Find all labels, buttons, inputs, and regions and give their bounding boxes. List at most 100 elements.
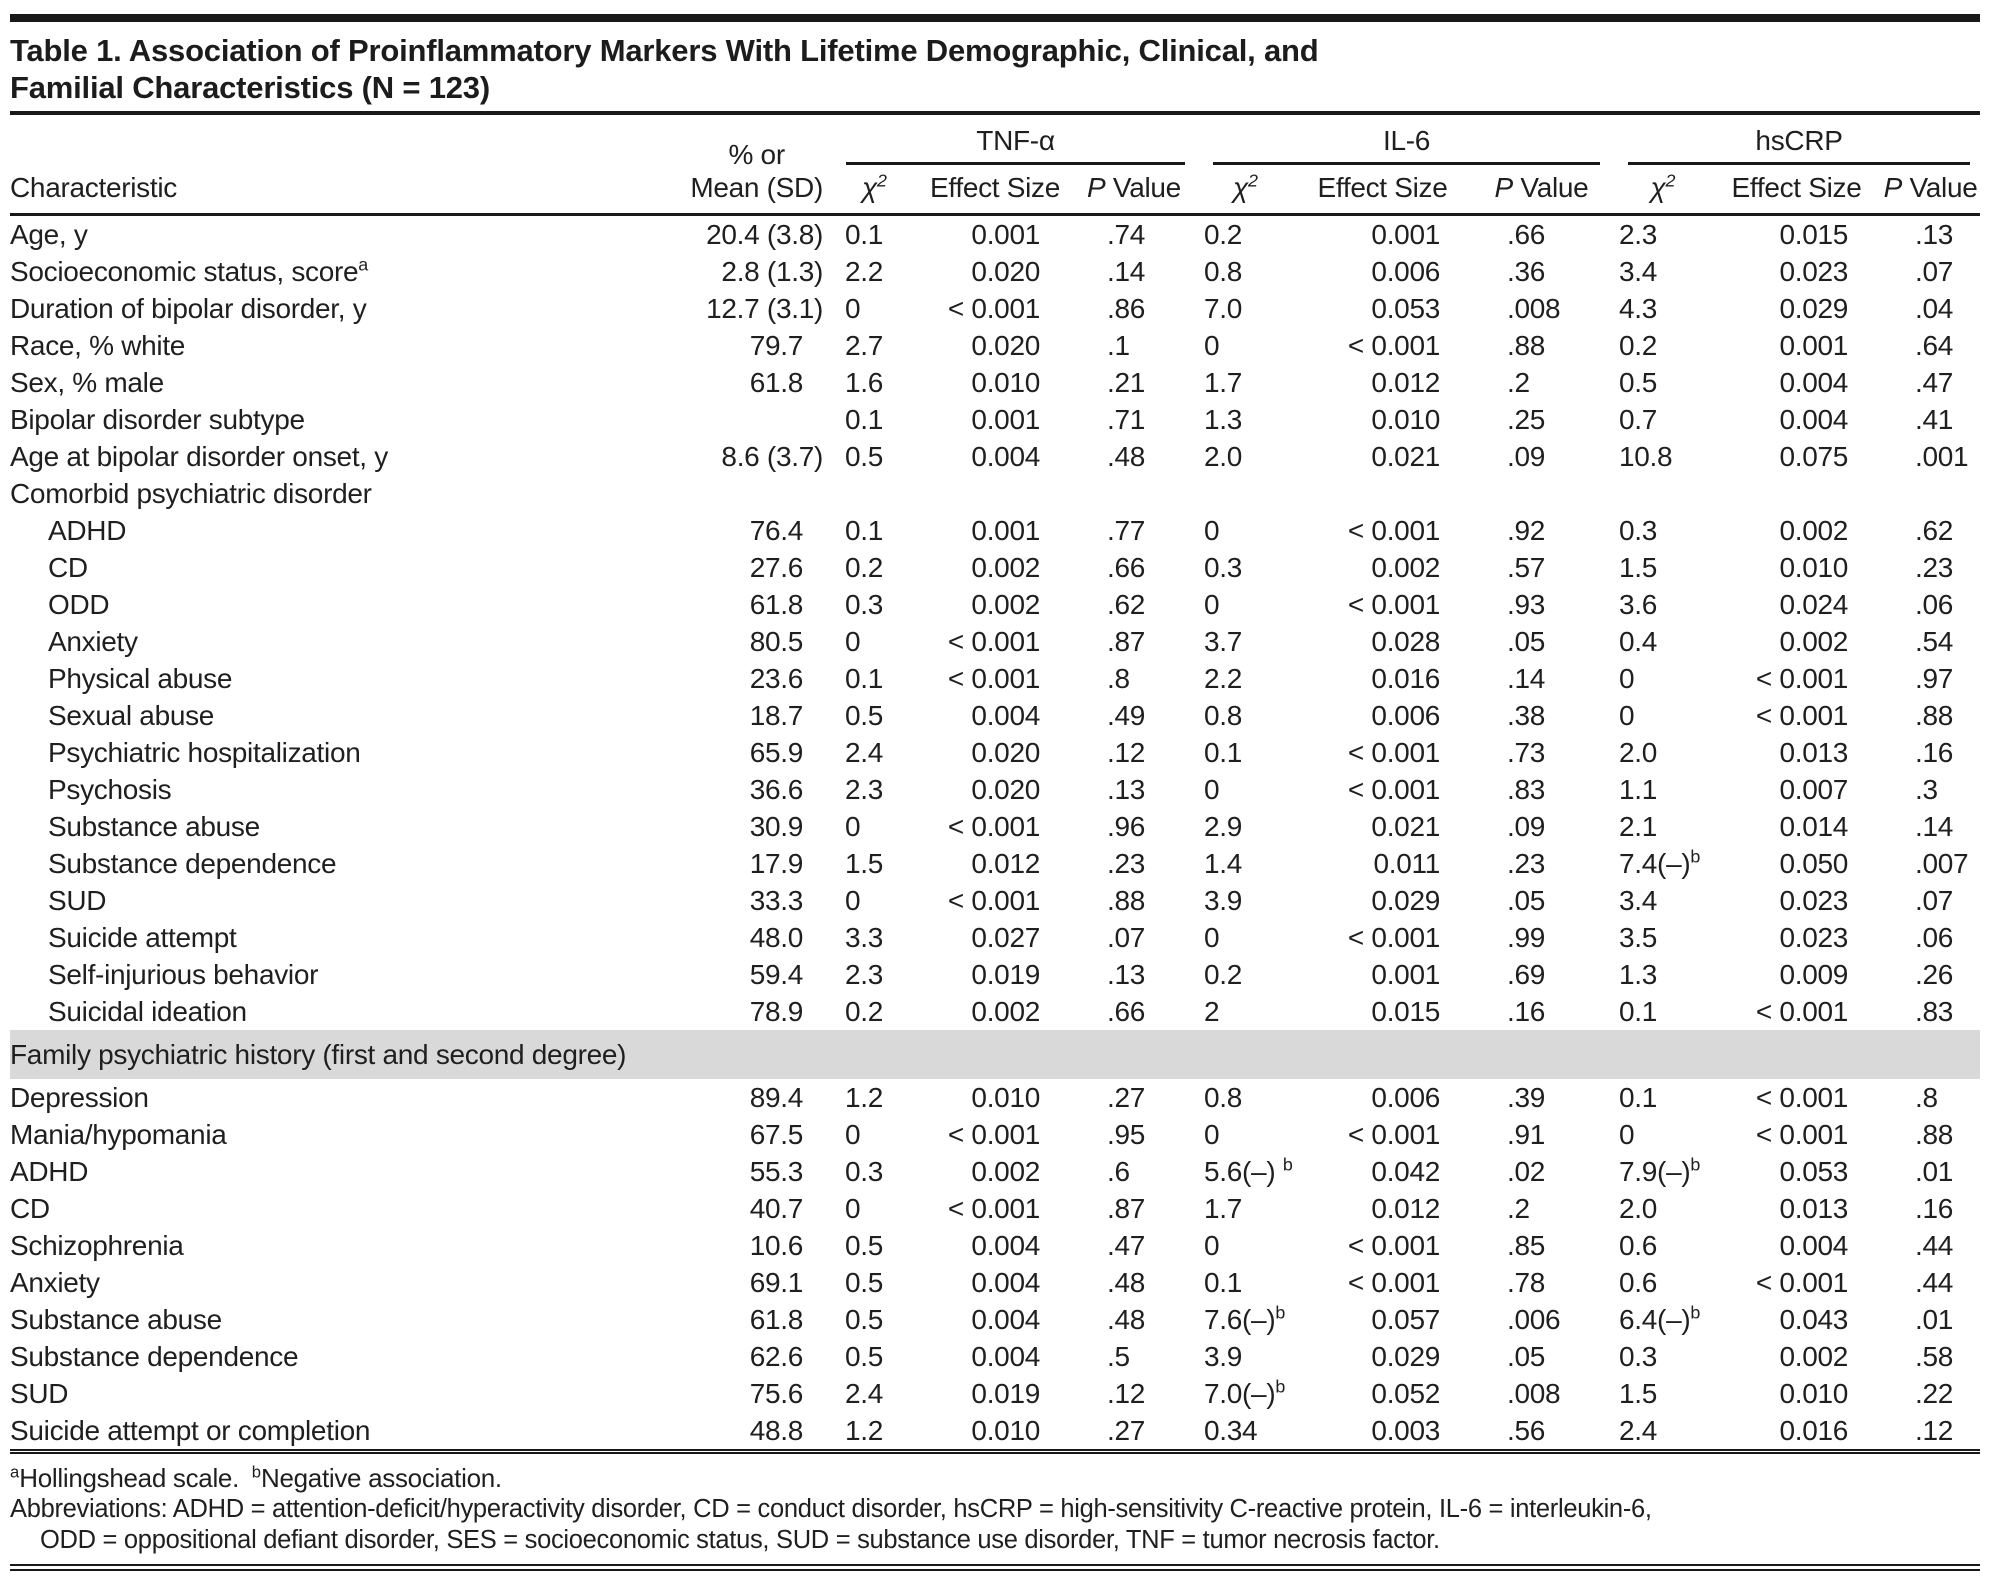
tnf-chi2-value: 0.1 bbox=[845, 514, 884, 546]
tnf-p-value: .6 bbox=[1107, 1155, 1130, 1187]
row-label: Suicide attempt or completion bbox=[10, 1412, 645, 1454]
tnf-chi2-value: 1.2 bbox=[845, 1081, 884, 1113]
tnf-effect-size-value: < 0.001 bbox=[947, 1118, 1040, 1150]
mean-sd-value: 40.7 bbox=[749, 1192, 804, 1224]
hscrp-p-value: .16 bbox=[1915, 1192, 1954, 1224]
mean-sd-value: 62.6 bbox=[749, 1340, 804, 1372]
row-label: Anxiety bbox=[10, 1266, 100, 1298]
hscrp-chi2-value: 0.3 bbox=[1619, 514, 1658, 546]
table-row: Psychosis 36.6 2.3 0.020 .13 0 < 0.001 .83 1.1 0.… bbox=[10, 771, 1980, 808]
tnf-effect-size-value: 0.020 bbox=[971, 329, 1040, 361]
il6-chi2-value: 7.0(–)b bbox=[1204, 1376, 1286, 1409]
tnf-chi2-value: 0.5 bbox=[845, 1266, 884, 1298]
row-label: SUD bbox=[48, 884, 107, 916]
il6-chi2-value: 5.6(–) b bbox=[1204, 1154, 1293, 1187]
tnf-p-value: .95 bbox=[1107, 1118, 1146, 1150]
tnf-effect-size-value: < 0.001 bbox=[947, 292, 1040, 324]
hscrp-p-value: .26 bbox=[1915, 958, 1954, 990]
hscrp-chi2-value: 1.5 bbox=[1619, 551, 1658, 583]
tnf-effect-size-value: 0.004 bbox=[971, 1266, 1040, 1298]
hscrp-p-value: .13 bbox=[1915, 218, 1954, 250]
hscrp-p-value: .3 bbox=[1915, 773, 1938, 805]
il6-chi2-value: 0 bbox=[1204, 921, 1220, 953]
tnf-chi2-value: 3.3 bbox=[845, 921, 884, 953]
row-label: ADHD bbox=[48, 514, 127, 546]
column-header-il6-effect-size: Effect Size bbox=[1317, 165, 1448, 216]
row-label: Age at bipolar disorder onset, y bbox=[10, 440, 388, 472]
hscrp-p-value: .007 bbox=[1915, 847, 1969, 879]
mean-sd-header-text: % or Mean (SD) bbox=[690, 139, 823, 203]
table-row: Race, % white 79.7 2.7 0.020 .1 0 < 0.001 .88 0.… bbox=[10, 327, 1980, 364]
tnf-p-value: .88 bbox=[1107, 884, 1146, 916]
mean-sd-value: 12.7 (3.1) bbox=[706, 292, 823, 324]
il6-effect-size-value: 0.002 bbox=[1371, 551, 1440, 583]
mean-sd-value: 48.8 bbox=[645, 1412, 828, 1454]
hscrp-effect-size-value: 0.024 bbox=[1779, 588, 1849, 620]
table-title-line1: Table 1. Association of Proinflammatory … bbox=[10, 33, 1319, 68]
il6-effect-size-value: < 0.001 bbox=[1347, 329, 1440, 361]
tnf-p-value: .48 bbox=[1107, 440, 1146, 472]
tnf-effect-size-value: 0.012 bbox=[971, 847, 1040, 879]
tnf-chi2-value: 0.3 bbox=[845, 588, 884, 620]
group-header-hscrp: hsCRP bbox=[1610, 115, 1980, 165]
hscrp-chi2-value: 7.9(–)b bbox=[1619, 1154, 1701, 1187]
column-header-hscrp-effect-size: Effect Size bbox=[1732, 165, 1862, 216]
il6-chi2-value: 0.8 bbox=[1204, 255, 1243, 287]
il6-chi2-value: 3.9 bbox=[1204, 1340, 1243, 1372]
table-row: Bipolar disorder subtype 0.1 0.001 .71 1.3 0.… bbox=[10, 401, 1980, 438]
footnote-a-b: aHollingshead scale. bNegative associati… bbox=[10, 1462, 502, 1493]
il6-chi2-value: 0.8 bbox=[1204, 1081, 1243, 1113]
tnf-p-value: .66 bbox=[1107, 551, 1146, 583]
hscrp-effect-size-value: 0.002 bbox=[1779, 514, 1849, 546]
tnf-p-value: .77 bbox=[1107, 514, 1146, 546]
il6-effect-size-value: 0.012 bbox=[1371, 1192, 1440, 1224]
il6-chi2-value: 2 bbox=[1204, 995, 1220, 1027]
hscrp-p-value: .88 bbox=[1915, 699, 1954, 731]
hscrp-chi2-value: 0 bbox=[1619, 699, 1635, 731]
table-row: Substance abuse 30.9 0 < 0.001 .96 2.9 0.021 .0… bbox=[10, 808, 1980, 845]
tnf-p-value: .14 bbox=[1107, 255, 1146, 287]
il6-p-value: .88 bbox=[1507, 329, 1546, 361]
hscrp-effect-size-value: < 0.001 bbox=[1755, 662, 1849, 694]
il6-p-value: .02 bbox=[1507, 1155, 1546, 1187]
hscrp-effect-size-value: 0.014 bbox=[1779, 810, 1849, 842]
il6-p-value: .93 bbox=[1507, 588, 1546, 620]
tnf-p-value: .74 bbox=[1107, 218, 1146, 250]
mean-sd-value: 69.1 bbox=[749, 1266, 804, 1298]
tnf-p-value: .87 bbox=[1107, 1192, 1146, 1224]
hscrp-effect-size-value: 0.015 bbox=[1779, 218, 1849, 250]
section-label: Family psychiatric history (first and se… bbox=[10, 1030, 1981, 1079]
hscrp-chi2-value: 1.5 bbox=[1619, 1377, 1658, 1409]
il6-p-value: .57 bbox=[1507, 551, 1546, 583]
tnf-effect-size-value: 0.020 bbox=[971, 255, 1040, 287]
row-label: Sex, % male bbox=[10, 366, 164, 398]
il6-effect-size-value: < 0.001 bbox=[1347, 921, 1440, 953]
il6-effect-size-value: 0.021 bbox=[1371, 810, 1440, 842]
hscrp-chi2-value: 0 bbox=[1619, 662, 1635, 694]
hscrp-chi2-value: 0.4 bbox=[1619, 625, 1658, 657]
hscrp-effect-size-value: 0.002 bbox=[1779, 1340, 1849, 1372]
table-row: Physical abuse 23.6 0.1 < 0.001 .8 2.2 0.016 .1… bbox=[10, 660, 1980, 697]
table-title-line2: Familial Characteristics (N = 123) bbox=[10, 70, 490, 105]
il6-p-value: .05 bbox=[1507, 1340, 1546, 1372]
il6-chi2-value: 0 bbox=[1204, 1118, 1220, 1150]
hscrp-chi2-value: 0.5 bbox=[1619, 366, 1658, 398]
il6-chi2-value: 3.7 bbox=[1204, 625, 1243, 657]
mean-sd-value: 27.6 bbox=[749, 551, 804, 583]
row-label: Age, y bbox=[10, 218, 88, 250]
hscrp-p-value: .06 bbox=[1915, 588, 1954, 620]
table-row: CD 40.7 0 < 0.001 .87 1.7 0.012 .2 2.0 0.013 .16 bbox=[10, 1190, 1980, 1227]
hscrp-chi2-value: 0.3 bbox=[1619, 1340, 1658, 1372]
bottom-rule bbox=[10, 1564, 1980, 1571]
hscrp-effect-size-value: 0.004 bbox=[1779, 366, 1849, 398]
group-header-tnf-alpha: TNF-α bbox=[828, 115, 1195, 165]
table-row: SUD 75.6 2.4 0.019 .12 7.0(–)b 0.052 .008 1.5 0.0… bbox=[10, 1375, 1980, 1412]
il6-effect-size-value: < 0.001 bbox=[1347, 773, 1440, 805]
row-label: Race, % white bbox=[10, 329, 186, 361]
hscrp-chi2-value: 3.4 bbox=[1619, 884, 1658, 916]
hscrp-chi2-value: 0.6 bbox=[1619, 1266, 1658, 1298]
row-label: CD bbox=[10, 1192, 50, 1224]
tnf-chi2-value: 0.2 bbox=[845, 995, 884, 1027]
il6-effect-size-value: < 0.001 bbox=[1347, 588, 1440, 620]
hscrp-p-value: .07 bbox=[1915, 884, 1954, 916]
